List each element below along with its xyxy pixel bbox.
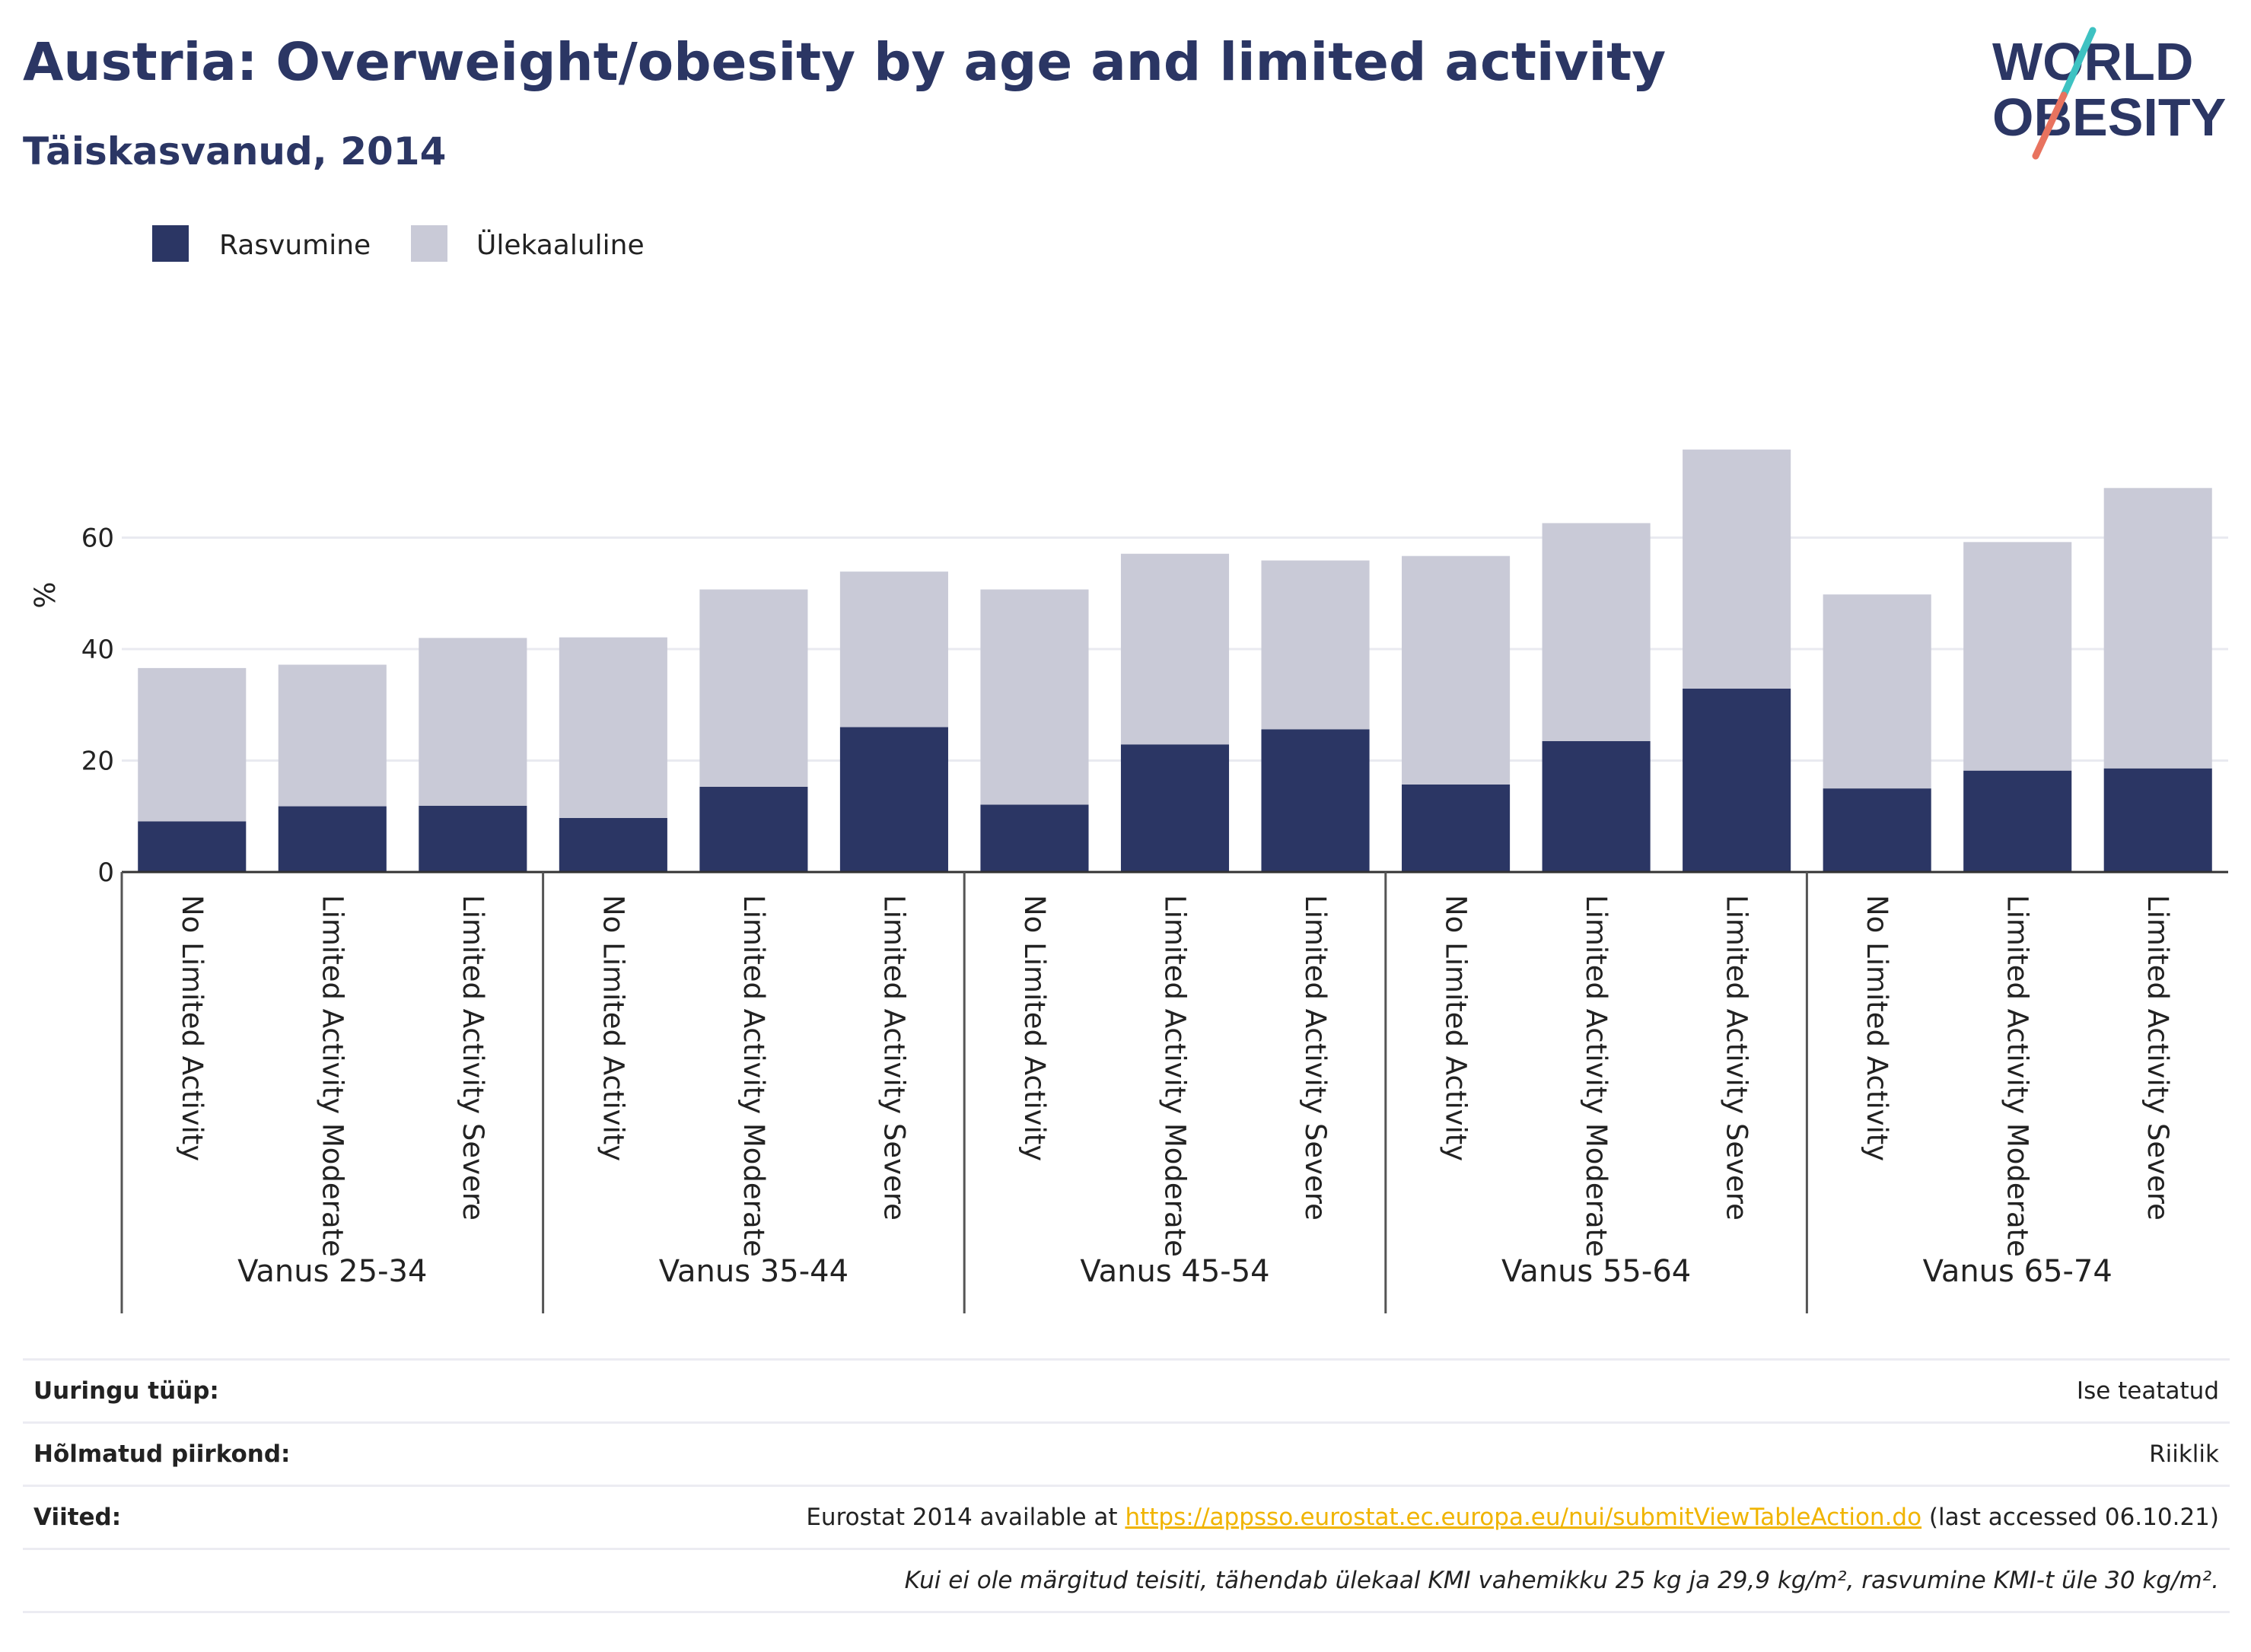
bar-overweight — [1542, 523, 1651, 741]
bar-obesity — [278, 806, 387, 872]
survey-type-label: Uuringu tüüp: — [23, 1358, 425, 1424]
info-row-note: Kui ei ole märgitud teisiti, tähendab ül… — [23, 1549, 2230, 1613]
bar-obesity — [559, 817, 667, 872]
bar-overweight — [138, 667, 247, 822]
references-value: Eurostat 2014 available at https://appss… — [425, 1485, 2230, 1550]
legend-swatch-obesity — [152, 225, 189, 262]
bar-overweight — [1120, 553, 1230, 745]
category-label: Limited Activity Moderate — [1159, 895, 1192, 1257]
bar-obesity — [1963, 770, 2072, 872]
category-label: No Limited Activity — [1018, 895, 1051, 1161]
y-tick-label: 40 — [81, 635, 114, 665]
y-tick-label: 20 — [81, 746, 114, 777]
references-prefix: Eurostat 2014 available at — [806, 1504, 1126, 1531]
bar-obesity — [138, 821, 247, 872]
legend-label-obesity: Rasvumine — [219, 230, 371, 261]
bar-obesity — [1120, 744, 1230, 872]
bar-obesity — [2103, 768, 2212, 872]
bar-overweight — [278, 664, 387, 807]
logo-slash-teal — [2060, 27, 2097, 99]
logo-slash-coral — [2032, 91, 2068, 160]
category-label: No Limited Activity — [597, 895, 629, 1161]
bar-overweight — [699, 589, 808, 787]
info-row-region: Hõlmatud piirkond: Riiklik — [23, 1422, 2230, 1487]
bar-obesity — [839, 727, 948, 872]
group-label: Vanus 35-44 — [659, 1254, 849, 1289]
group-label: Vanus 45-54 — [1080, 1254, 1269, 1289]
bar-obesity — [1683, 689, 1791, 872]
bar-overweight — [839, 571, 948, 727]
bar-obesity — [1542, 740, 1651, 872]
info-row-survey: Uuringu tüüp: Ise teatatud — [23, 1358, 2230, 1424]
group-label: Vanus 55-64 — [1501, 1254, 1691, 1289]
bar-obesity — [419, 805, 527, 872]
bmi-definition-note: Kui ei ole märgitud teisiti, tähendab ül… — [23, 1549, 2230, 1613]
bar-overweight — [1402, 555, 1511, 785]
y-axis-label: % — [29, 581, 62, 608]
references-suffix: (last accessed 06.10.21) — [1921, 1504, 2219, 1531]
legend-label-overweight: Ülekaaluline — [476, 229, 645, 261]
category-label: Limited Activity Moderate — [737, 895, 770, 1257]
bars — [138, 449, 2212, 872]
bar-obesity — [1261, 729, 1370, 872]
logo-line2: OBESITY — [1992, 88, 2226, 147]
chart-legend: Rasvumine Ülekaaluline — [152, 225, 645, 262]
bar-obesity — [1823, 788, 1931, 872]
category-label: Limited Activity Moderate — [2001, 895, 2034, 1257]
page-subtitle: Täiskasvanud, 2014 — [23, 129, 447, 173]
category-label: Limited Activity Severe — [1721, 895, 1753, 1221]
category-label: No Limited Activity — [176, 895, 209, 1161]
group-label: Vanus 25-34 — [237, 1254, 427, 1289]
category-label: Limited Activity Severe — [877, 895, 910, 1221]
bar-obesity — [1402, 784, 1511, 872]
y-tick-label: 60 — [81, 524, 114, 554]
stacked-bar-chart: Rasvumine Ülekaaluline 0 20 40 60 No Limited… — [29, 225, 2228, 1313]
category-label: Limited Activity Severe — [2141, 895, 2174, 1221]
group-label: Vanus 65-74 — [1923, 1254, 2113, 1289]
info-row-references: Viited: Eurostat 2014 available at https… — [23, 1485, 2230, 1550]
bar-overweight — [2103, 488, 2212, 769]
legend-swatch-overweight — [411, 225, 447, 262]
bar-overweight — [1261, 560, 1370, 730]
eurostat-link[interactable]: https://appsso.eurostat.ec.europa.eu/nui… — [1125, 1504, 1922, 1531]
category-label: Limited Activity Moderate — [1580, 895, 1613, 1257]
bar-overweight — [980, 589, 1089, 805]
bar-overweight — [1823, 594, 1931, 789]
info-table: Uuringu tüüp: Ise teatatud Hõlmatud piir… — [23, 1358, 2230, 1613]
category-label: No Limited Activity — [1861, 895, 1893, 1161]
bar-overweight — [559, 637, 667, 818]
page-title: Austria: Overweight/obesity by age and l… — [23, 32, 1667, 93]
category-label: Limited Activity Severe — [1299, 895, 1332, 1221]
region-label: Hõlmatud piirkond: — [23, 1422, 425, 1487]
logo-line1: WORLD — [1992, 32, 2193, 91]
y-tick-label: 0 — [97, 858, 114, 888]
bar-obesity — [699, 786, 808, 872]
category-label: Limited Activity Severe — [457, 895, 489, 1221]
survey-type-value: Ise teatatud — [425, 1358, 2230, 1424]
references-label: Viited: — [23, 1485, 425, 1550]
category-label: No Limited Activity — [1440, 895, 1473, 1161]
region-value: Riiklik — [425, 1422, 2230, 1487]
category-label: Limited Activity Moderate — [316, 895, 349, 1257]
bar-overweight — [1963, 542, 2072, 771]
bar-overweight — [419, 638, 527, 806]
bar-overweight — [1683, 449, 1791, 689]
bar-obesity — [980, 804, 1089, 872]
world-obesity-logo: WORLD OBESITY — [1992, 27, 2226, 160]
axes: 0 20 40 60 No Limited Activity Limited Activi… — [81, 524, 2228, 1313]
